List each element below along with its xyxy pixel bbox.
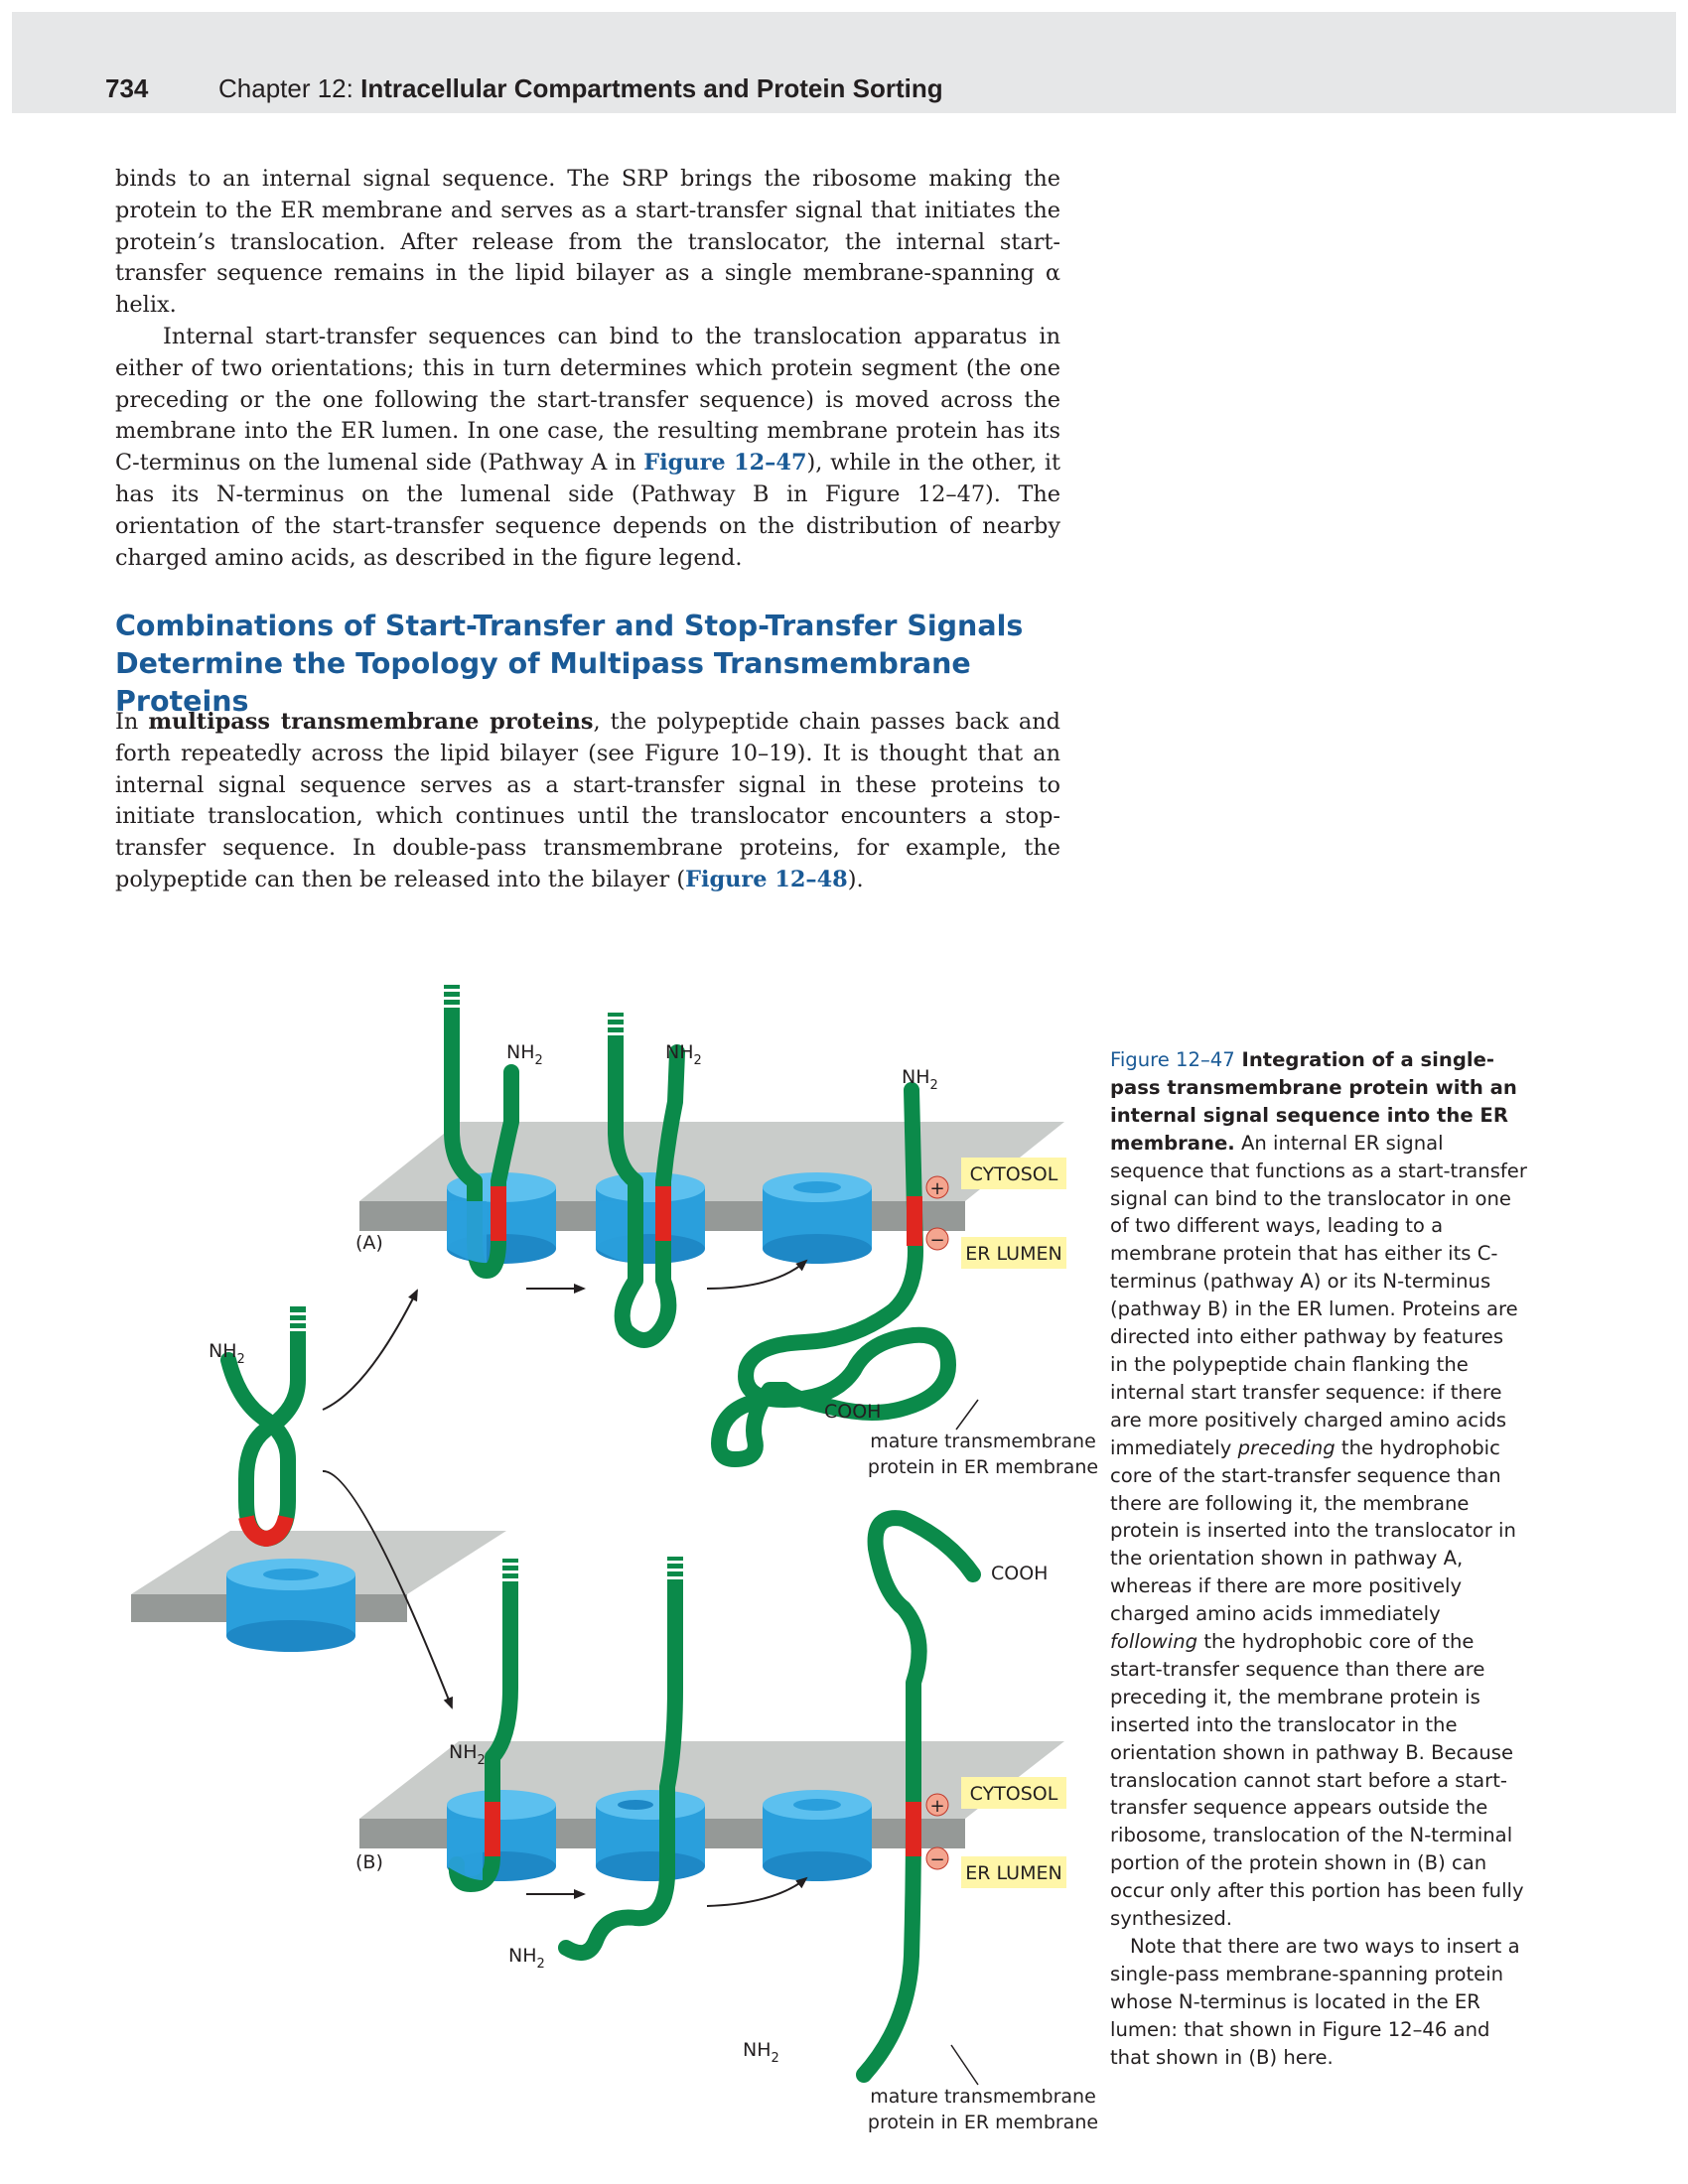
minus-charge-b: − <box>929 1849 944 1870</box>
mature-protein-label-b: mature transmembrane protein in ER membr… <box>868 2086 1098 2133</box>
translocator-a3 <box>763 1172 872 1264</box>
paragraph-1: binds to an internal signal sequence. Th… <box>115 166 1060 319</box>
pathway-arrows <box>322 1259 808 1907</box>
caption-figure-label: Figure 12–47 <box>1110 1048 1235 1071</box>
nh2-label: NH <box>508 1945 537 1967</box>
paragraph-2-text-a: Internal start-transfer sequences can bi… <box>115 323 1060 477</box>
plus-charge-a: + <box>929 1178 944 1199</box>
svg-text:NH2: NH2 <box>902 1066 938 1093</box>
er-lumen-label-b: ER LUMEN <box>965 1862 1061 1884</box>
nh2-label: NH <box>449 1741 478 1763</box>
caption-preceding: preceding <box>1237 1435 1336 1459</box>
figure-12-47-link[interactable]: Figure 12–47 <box>643 450 807 477</box>
heading-line-1: Combinations of Start-Transfer and Stop-… <box>115 610 1024 642</box>
running-header-band <box>12 12 1676 113</box>
minus-charge-a: − <box>929 1230 944 1251</box>
plus-charge-b: + <box>929 1796 944 1817</box>
chain-a1 <box>444 985 519 1279</box>
svg-text:NH2: NH2 <box>506 1041 543 1068</box>
chapter-prefix: Chapter 12: <box>218 73 361 103</box>
section-heading: Combinations of Start-Transfer and Stop-… <box>115 608 1108 721</box>
svg-text:NH2: NH2 <box>209 1340 245 1367</box>
figure-caption: Figure 12–47 Integration of a single-pas… <box>1110 1046 1527 2072</box>
charge-markers: + − + − <box>925 1175 949 1870</box>
translocator-b1 <box>447 1790 556 1881</box>
cooh-label-a: COOH <box>824 1401 881 1423</box>
er-lumen-label-a: ER LUMEN <box>965 1243 1061 1265</box>
chapter-title: Intracellular Compartments and Protein S… <box>360 73 943 103</box>
svg-text:NH2: NH2 <box>508 1945 545 1972</box>
running-head: Chapter 12: Intracellular Compartments a… <box>218 73 943 104</box>
paragraph-3-text-c: ). <box>847 866 864 892</box>
caption-title: Integration of a single-pass transmembra… <box>1110 1048 1517 1155</box>
caption-text-3: the hydrophobic core of the start-transf… <box>1110 1630 1524 1931</box>
nh2-label: NH <box>209 1340 237 1362</box>
svg-text:NH2: NH2 <box>449 1741 486 1768</box>
term-multipass: multipass transmembrane proteins <box>148 709 594 735</box>
nh2-label: NH <box>743 2039 772 2061</box>
terminus-labels: NH2 NH2 NH2 NH2 NH2 NH2 NH2 COOH COOH <box>209 1041 1048 2066</box>
caption-text-2: the hydrophobic core of the start-transf… <box>1110 1435 1516 1626</box>
cooh-label-b: COOH <box>991 1563 1048 1584</box>
paragraph-3-text-a: In <box>115 709 149 735</box>
translocator-b2 <box>596 1790 705 1881</box>
chain-b3 <box>856 1510 981 2083</box>
pathway-b-label: (B) <box>355 1851 383 1873</box>
chain-a3 <box>711 1082 956 1467</box>
cytosol-label-b: CYTOSOL <box>970 1783 1058 1805</box>
body-text-section: In multipass transmembrane proteins, the… <box>115 707 1060 896</box>
translocator-start <box>226 1559 355 1652</box>
mature-protein-label-a: mature transmembrane protein in ER membr… <box>868 1431 1098 1478</box>
svg-text:protein in ER membrane: protein in ER membrane <box>868 2112 1098 2133</box>
nh2-label: NH <box>902 1066 930 1088</box>
caption-main: Figure 12–47 Integration of a single-pas… <box>1110 1046 1527 1933</box>
svg-text:NH2: NH2 <box>665 1041 702 1068</box>
caption-text-1: An internal ER signal sequence that func… <box>1110 1131 1527 1459</box>
body-text-top: binds to an internal signal sequence. Th… <box>115 164 1060 574</box>
svg-text:NH2: NH2 <box>743 2039 779 2066</box>
heading-line-2: Determine the Topology of Multipass Tran… <box>115 647 971 718</box>
start-transfer-segments <box>238 1186 922 1856</box>
pathway-a-label: (A) <box>355 1232 383 1254</box>
svg-text:protein in ER membrane: protein in ER membrane <box>868 1456 1098 1478</box>
paragraph-2: Internal start-transfer sequences can bi… <box>115 322 1060 574</box>
page-number: 734 <box>105 73 149 103</box>
caption-following: following <box>1110 1630 1198 1654</box>
figure-12-48-link[interactable]: Figure 12–48 <box>685 866 848 892</box>
nh2-label: NH <box>506 1041 535 1063</box>
caption-note: Note that there are two ways to insert a… <box>1110 1935 1520 2069</box>
paragraph-3-text-b: , the polypeptide chain passes back and … <box>115 709 1060 892</box>
paragraph-3: In multipass transmembrane proteins, the… <box>115 707 1060 896</box>
nh2-label: NH <box>665 1041 694 1063</box>
chain-b2 <box>558 1559 683 1962</box>
chain-b1 <box>448 1559 518 1892</box>
translocator-b3 <box>763 1790 872 1881</box>
svg-text:mature transmembrane: mature transmembrane <box>870 1431 1096 1452</box>
compartment-labels: CYTOSOL ER LUMEN CYTOSOL ER LUMEN <box>961 1158 1066 1888</box>
chain-a2 <box>608 1015 685 1348</box>
svg-text:mature transmembrane: mature transmembrane <box>870 2086 1096 2108</box>
cytosol-label-a: CYTOSOL <box>970 1163 1058 1185</box>
paragraph-2-text-b: ), while in the other, it has its N-term… <box>115 450 1060 571</box>
